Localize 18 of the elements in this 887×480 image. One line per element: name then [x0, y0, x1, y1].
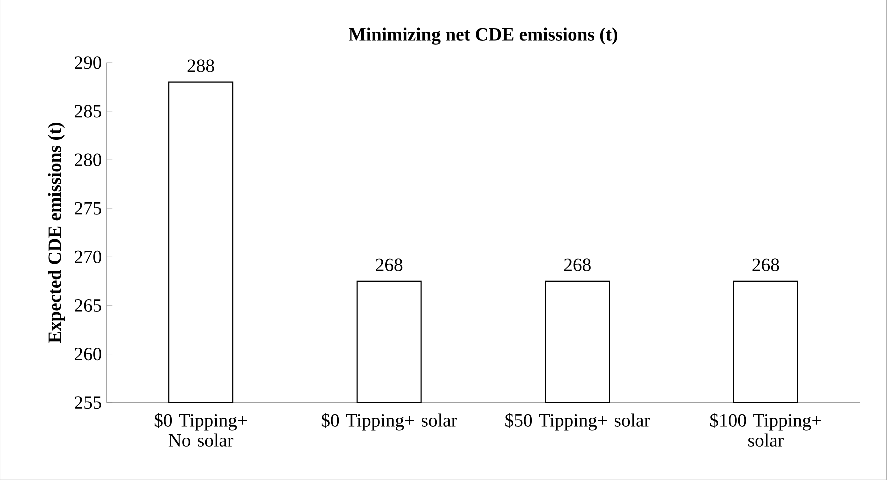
y-tick-label: 280	[75, 154, 102, 166]
chart-title: Minimizing net CDE emissions (t)	[349, 28, 618, 45]
data-label: 268	[564, 258, 591, 272]
y-tick-label: 275	[75, 202, 102, 215]
y-tick-label: 265	[75, 299, 102, 312]
x-tick-label: $100 Tipping+ solar	[710, 413, 822, 447]
data-label: 288	[188, 59, 214, 72]
x-tick-label: $0 Tipping+ No solar	[154, 413, 248, 447]
y-tick-label: 255	[75, 396, 102, 409]
data-label: 268	[752, 258, 780, 272]
data-label: 268	[376, 258, 403, 272]
y-tick-label: 260	[75, 348, 102, 360]
y-axis-title: Expected CDE emissions (t)	[48, 122, 66, 344]
y-tick-label: 290	[75, 56, 102, 70]
y-tick-label: 285	[75, 104, 102, 118]
y-tick-label: 270	[75, 250, 102, 264]
x-tick-label: $0 Tipping+ solar	[322, 413, 458, 431]
x-tick-label: $50 Tipping+ solar	[506, 413, 650, 431]
